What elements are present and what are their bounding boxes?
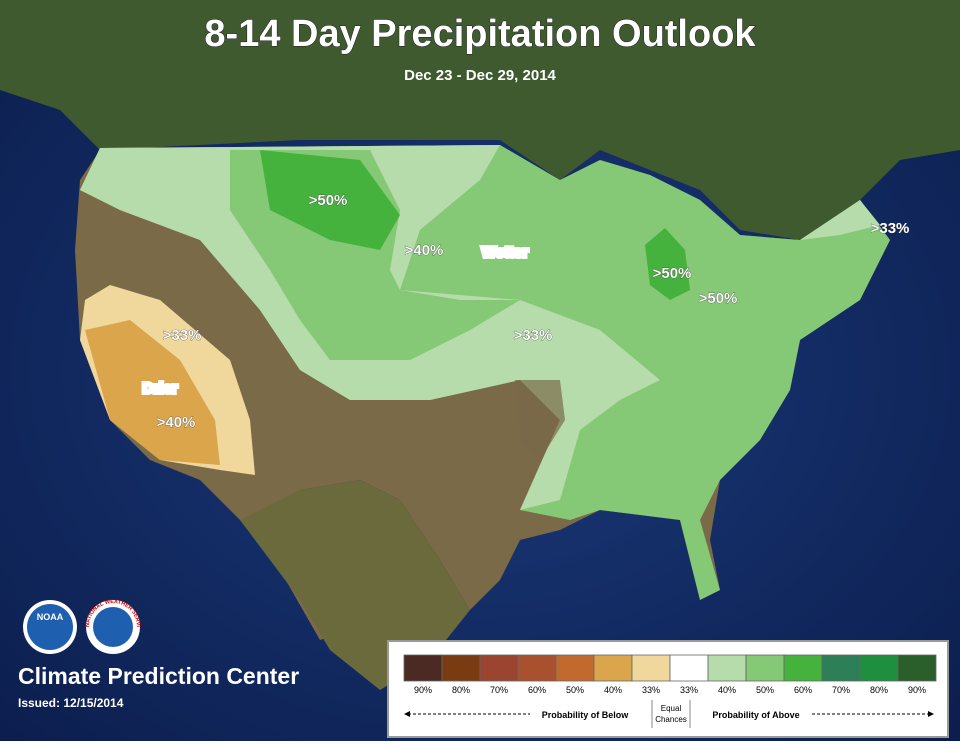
- equal-label-1: Equal: [661, 704, 682, 713]
- legend-swatch-label: 33%: [680, 685, 698, 695]
- legend-swatch: [745, 654, 785, 682]
- below-40-region: [85, 320, 220, 465]
- noaa-disc: [27, 604, 73, 650]
- legend-swatch: [669, 654, 709, 682]
- legend-swatch-label: 70%: [832, 685, 850, 695]
- above-50-north: [260, 150, 400, 250]
- legend-swatch: [517, 654, 557, 682]
- above-arrowhead: [928, 711, 934, 717]
- map-label: >33%: [163, 327, 202, 344]
- legend-swatch: [859, 654, 899, 682]
- noaa-logo: NOAA: [23, 600, 77, 654]
- legend-swatch-label: 80%: [870, 685, 888, 695]
- subtitle: Dec 23 - Dec 29, 2014: [404, 67, 556, 84]
- legend-swatch: [555, 654, 595, 682]
- legend-swatch: [821, 654, 861, 682]
- map-label: >40%: [157, 414, 196, 431]
- canada: [0, 0, 960, 240]
- legend-swatch-label: 90%: [414, 685, 432, 695]
- legend-swatch-label: 33%: [642, 685, 660, 695]
- map-label: Drier: [142, 380, 177, 397]
- map-labels: >50% >40% Wetter >33% >50% >50% >33% >33% Drier >…: [140, 192, 910, 432]
- map-label: >33%: [514, 327, 553, 344]
- legend-swatch: [593, 654, 633, 682]
- nws-disc: [93, 607, 133, 647]
- legend-swatch: [707, 654, 747, 682]
- legend-swatch: [441, 654, 481, 682]
- legend-swatch-label: 60%: [794, 685, 812, 695]
- legend-swatch: [897, 654, 937, 682]
- equal-label-2: Chances: [655, 715, 687, 724]
- legend-swatch-label: 60%: [528, 685, 546, 695]
- legend-swatch: [631, 654, 671, 682]
- legend-swatch-label: 70%: [490, 685, 508, 695]
- below-label: Probability of Below: [542, 710, 630, 720]
- legend-swatch-label: 50%: [566, 685, 584, 695]
- map-label: Wetter: [482, 244, 529, 261]
- legend-swatch: [403, 654, 443, 682]
- legend-swatch-label: 90%: [908, 685, 926, 695]
- legend-swatch-label: 40%: [604, 685, 622, 695]
- above-33-northeast: [800, 200, 880, 240]
- below-arrowhead: [404, 711, 410, 717]
- above-50-michigan: [645, 228, 690, 300]
- map-label: >33%: [871, 220, 910, 237]
- above-label: Probability of Above: [712, 710, 799, 720]
- legend: Probability of Below Equal Chances Proba…: [387, 640, 949, 738]
- legend-swatch-label: 40%: [718, 685, 736, 695]
- legend-swatch: [479, 654, 519, 682]
- map-label: >50%: [653, 265, 692, 282]
- equal-chances-texas: [515, 380, 565, 460]
- map-label: >40%: [405, 242, 444, 259]
- legend-swatch-label: 80%: [452, 685, 470, 695]
- map-label: >50%: [699, 290, 738, 307]
- issued-date: Issued: 12/15/2014: [18, 696, 124, 710]
- noaa-text: NOAA: [37, 612, 64, 622]
- title: 8-14 Day Precipitation Outlook: [204, 13, 756, 55]
- mexico: [240, 480, 470, 690]
- center-name: Climate Prediction Center: [18, 663, 299, 689]
- legend-swatch: [783, 654, 823, 682]
- legend-swatch-label: 50%: [756, 685, 774, 695]
- map-label: >50%: [309, 192, 348, 209]
